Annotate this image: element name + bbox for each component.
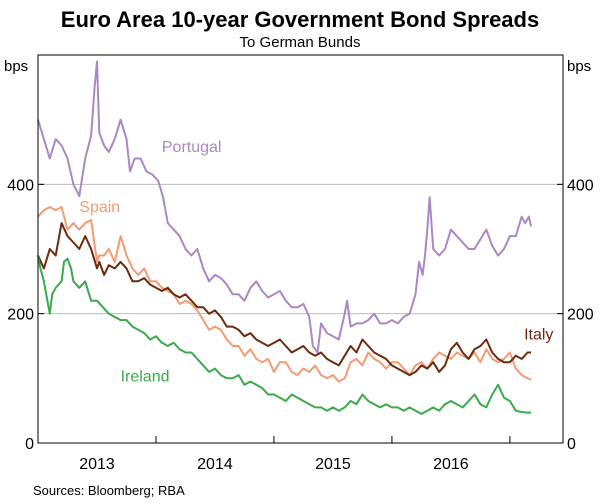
series-line-portugal: [37, 60, 533, 354]
series-line-ireland: [37, 255, 532, 415]
series-line-italy: [37, 222, 532, 377]
series-label-italy: Italy: [524, 327, 553, 344]
plot-frame: [37, 54, 564, 444]
y-tick-label-left-0: 0: [25, 436, 34, 453]
y-tick-label-right-0: 0: [567, 436, 576, 453]
y-axis-unit-left: bps: [4, 58, 28, 75]
source-note: Sources: Bloomberg; RBA: [33, 483, 185, 498]
x-tick-label-2015: 2015: [315, 456, 351, 473]
series-line-spain: [37, 206, 532, 383]
series-label-spain: Spain: [79, 199, 120, 216]
plot-border: [37, 54, 564, 444]
series-lines: [37, 60, 533, 415]
y-axis-unit-right: bps: [567, 58, 591, 75]
tick-labels: 0 0 200 200 400 400 2013 2014 2015 2016: [7, 177, 594, 473]
y-tick-label-left-400: 400: [7, 177, 34, 194]
x-tick-label-2013: 2013: [79, 456, 115, 473]
series-label-portugal: Portugal: [162, 139, 222, 156]
y-tick-label-left-200: 200: [7, 307, 34, 324]
series-label-ireland: Ireland: [121, 369, 170, 386]
gridlines: [38, 183, 563, 315]
y-tick-label-right-400: 400: [567, 177, 594, 194]
x-tick-label-2014: 2014: [197, 456, 233, 473]
y-tick-label-right-200: 200: [567, 307, 594, 324]
series-labels: Portugal Spain Italy Ireland: [79, 139, 553, 386]
x-tick-label-2016: 2016: [433, 456, 469, 473]
chart-title: Euro Area 10-year Government Bond Spread…: [61, 7, 539, 32]
chart-subtitle: To German Bunds: [240, 34, 361, 51]
